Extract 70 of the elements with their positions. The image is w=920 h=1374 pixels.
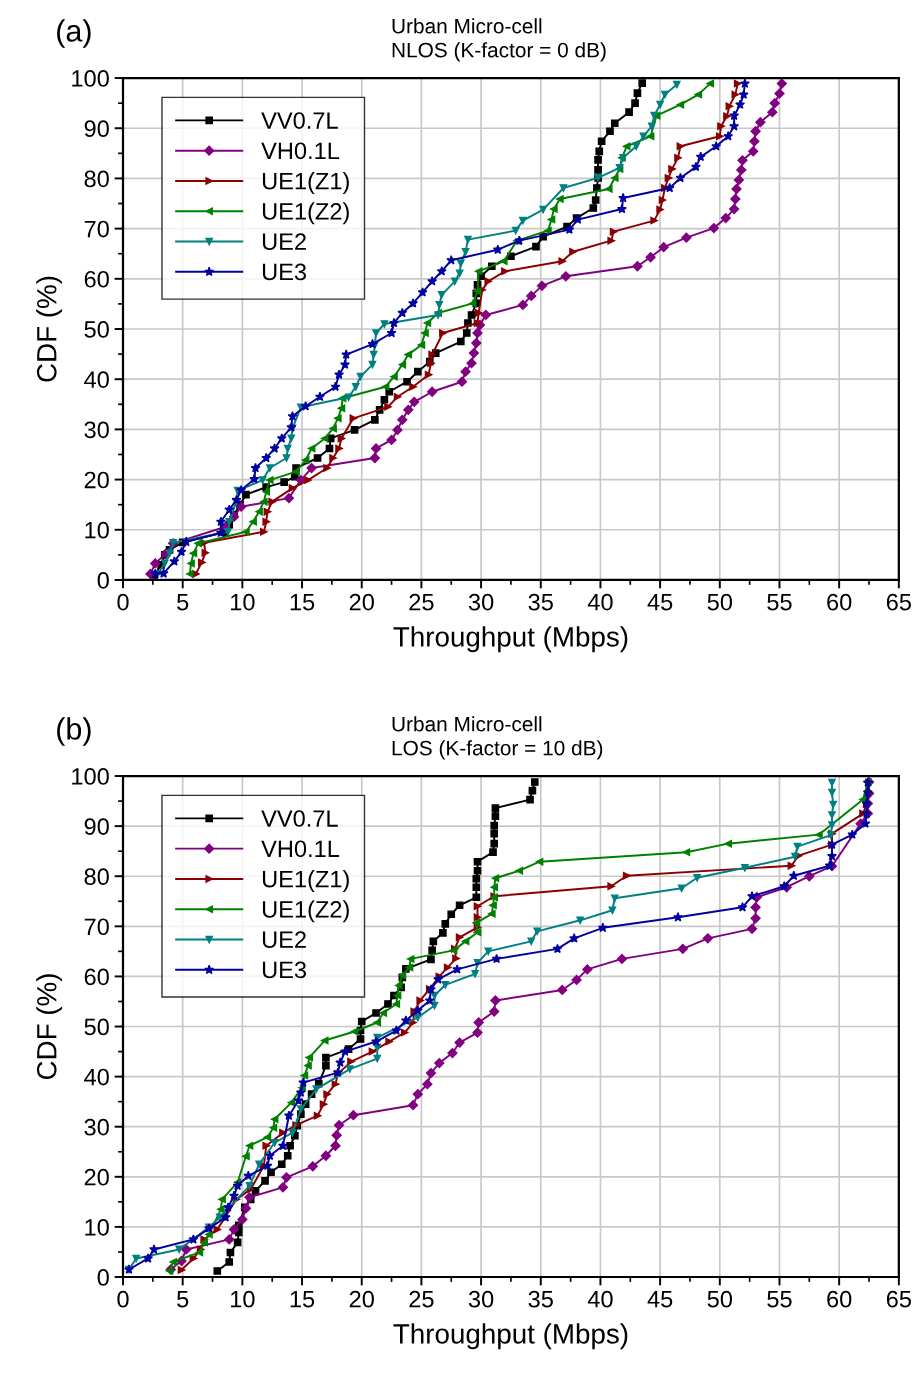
x-tick-label: 60 bbox=[827, 1290, 852, 1308]
y-tick-label: 30 bbox=[84, 421, 109, 439]
y-tick-label: 80 bbox=[84, 868, 109, 886]
x-tick-label: 0 bbox=[117, 593, 129, 611]
x-tick-label: 65 bbox=[886, 593, 911, 611]
y-tick-label: 70 bbox=[84, 918, 109, 936]
legend-label: UE3 bbox=[262, 961, 307, 979]
y-tick-label: 90 bbox=[84, 818, 109, 835]
x-tick-label: 50 bbox=[707, 593, 733, 611]
y-tick-label: 50 bbox=[84, 321, 109, 338]
x-tick-label: 20 bbox=[349, 593, 374, 611]
legend-label: UE1(Z2) bbox=[262, 900, 349, 923]
x-tick-label: 20 bbox=[349, 1290, 374, 1308]
y-tick-label: 20 bbox=[84, 471, 109, 489]
legend-label: UE1(Z1) bbox=[262, 172, 349, 195]
y-tick-label: 50 bbox=[84, 1018, 109, 1036]
y-tick-label: 70 bbox=[84, 220, 109, 238]
legend-label: VH0.1L bbox=[261, 840, 340, 858]
x-tick-label: 15 bbox=[290, 1291, 315, 1308]
x-tick-label: 15 bbox=[290, 594, 315, 611]
x-tick-label: 55 bbox=[767, 594, 792, 611]
y-tick-label: 60 bbox=[84, 270, 109, 288]
x-tick-label: 30 bbox=[468, 1290, 494, 1308]
legend-label: UE1(Z2) bbox=[262, 202, 349, 225]
y-tick-label: 30 bbox=[84, 1118, 109, 1136]
x-tick-label: 5 bbox=[177, 594, 189, 611]
legend-label: UE1(Z1) bbox=[262, 870, 349, 893]
y-axis-title: CDF (%) bbox=[36, 974, 63, 1080]
x-axis-title: Throughput (Mbps) bbox=[393, 626, 628, 653]
y-tick-label: 100 bbox=[72, 768, 109, 785]
y-tick-label: 40 bbox=[84, 1068, 109, 1086]
chart-subtitle: Urban Micro-cell NLOS (K-factor = 0 dB) bbox=[392, 18, 606, 62]
x-tick-label: 45 bbox=[647, 1291, 673, 1308]
y-tick-label: 0 bbox=[97, 1269, 109, 1286]
x-tick-label: 40 bbox=[587, 593, 613, 611]
y-tick-label: 100 bbox=[72, 70, 109, 87]
x-tick-label: 25 bbox=[409, 1290, 434, 1308]
x-tick-label: 0 bbox=[117, 1290, 129, 1308]
chart-title: (a) bbox=[57, 19, 91, 48]
legend-label: VH0.1L bbox=[261, 142, 340, 160]
y-tick-label: 40 bbox=[84, 371, 109, 388]
x-tick-label: 10 bbox=[231, 1290, 255, 1308]
legend-label: VV0.7L bbox=[261, 810, 338, 827]
chart-title: (b) bbox=[57, 717, 91, 746]
y-tick-label: 90 bbox=[84, 120, 109, 138]
x-tick-label: 5 bbox=[177, 1291, 189, 1308]
x-tick-label: 10 bbox=[231, 593, 255, 611]
x-tick-label: 40 bbox=[587, 1290, 613, 1308]
x-axis-title: Throughput (Mbps) bbox=[393, 1323, 628, 1350]
legend-label: VV0.7L bbox=[261, 112, 338, 129]
legend-label: UE3 bbox=[262, 263, 307, 281]
chart-subtitle: Urban Micro-cell LOS (K-factor = 10 dB) bbox=[392, 716, 603, 760]
legend-label: UE2 bbox=[262, 233, 306, 250]
y-tick-label: 80 bbox=[84, 170, 109, 188]
x-tick-label: 25 bbox=[409, 593, 434, 611]
x-tick-label: 60 bbox=[827, 593, 852, 611]
legend-label: UE2 bbox=[262, 931, 306, 948]
x-tick-label: 45 bbox=[647, 594, 673, 611]
y-tick-label: 60 bbox=[84, 968, 109, 986]
x-tick-label: 55 bbox=[767, 1291, 792, 1308]
y-tick-label: 0 bbox=[97, 572, 109, 589]
x-tick-label: 50 bbox=[707, 1290, 733, 1308]
x-tick-label: 35 bbox=[528, 1290, 553, 1308]
x-tick-label: 65 bbox=[886, 1290, 911, 1308]
x-tick-label: 30 bbox=[468, 593, 494, 611]
x-tick-label: 35 bbox=[528, 593, 553, 611]
y-tick-label: 10 bbox=[85, 521, 109, 539]
y-axis-title: CDF (%) bbox=[36, 276, 63, 382]
y-tick-label: 20 bbox=[84, 1168, 109, 1186]
y-tick-label: 10 bbox=[85, 1218, 109, 1236]
